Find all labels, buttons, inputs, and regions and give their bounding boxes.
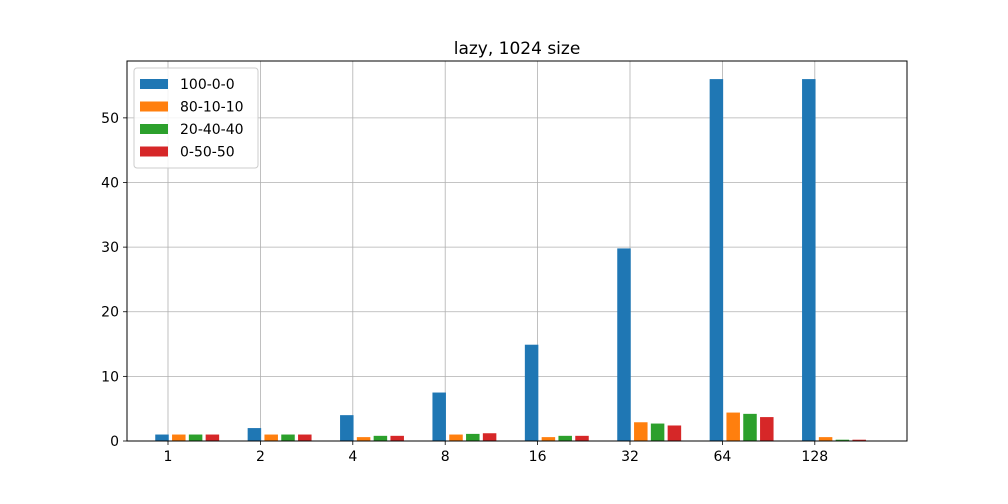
y-tick-label: 40 xyxy=(101,175,119,191)
bar xyxy=(575,435,589,441)
y-tick-label: 50 xyxy=(101,111,119,127)
legend-label: 80-10-10 xyxy=(180,100,244,116)
bar xyxy=(264,434,278,441)
bar xyxy=(802,79,816,441)
bar xyxy=(558,435,572,441)
x-tick-label: 64 xyxy=(713,449,731,465)
bar xyxy=(852,439,866,441)
bar xyxy=(667,425,682,441)
x-tick-label: 128 xyxy=(801,449,828,465)
legend-box xyxy=(133,67,259,169)
bar xyxy=(172,434,186,441)
bar xyxy=(155,434,169,441)
x-tick-label: 8 xyxy=(441,449,450,465)
x-tick-label: 2 xyxy=(256,449,265,465)
bar xyxy=(634,422,648,441)
bar xyxy=(449,434,463,441)
bar xyxy=(205,434,220,441)
legend-label: 100-0-0 xyxy=(180,77,235,93)
bar xyxy=(188,434,203,441)
bar xyxy=(340,415,354,441)
x-tick-label: 32 xyxy=(621,449,639,465)
bar xyxy=(373,435,388,441)
bar xyxy=(298,434,312,441)
x-tick-label: 16 xyxy=(529,449,547,465)
bar xyxy=(541,437,556,441)
y-tick-label: 20 xyxy=(101,305,119,321)
x-tick-label: 4 xyxy=(348,449,357,465)
bar xyxy=(709,79,724,441)
y-tick-label: 0 xyxy=(110,434,119,450)
chart-title: lazy, 1024 size xyxy=(454,39,581,59)
legend-label: 0-50-50 xyxy=(180,145,235,161)
bar xyxy=(617,248,631,441)
bar xyxy=(760,417,774,441)
bar xyxy=(524,344,539,441)
legend-swatch xyxy=(140,101,168,112)
x-tick-label: 1 xyxy=(164,449,173,465)
bar xyxy=(356,437,371,441)
bar xyxy=(482,433,497,441)
legend-swatch xyxy=(140,146,168,157)
legend-swatch xyxy=(140,124,168,134)
bar xyxy=(818,437,833,441)
y-tick-label: 10 xyxy=(101,369,119,385)
bars xyxy=(155,79,866,441)
legend: 100-0-0 80-10-10 20-40-40 0-50-50 xyxy=(133,67,259,169)
axis-ticks: 1 2 4 8 16 32 64 128 0 10 20 30 40 50 xyxy=(101,111,828,465)
bar xyxy=(466,433,480,441)
legend-label: 20-40-40 xyxy=(180,122,244,138)
bar xyxy=(390,435,404,441)
bar xyxy=(835,439,850,441)
plot-frame xyxy=(126,60,908,442)
y-tick-label: 30 xyxy=(101,240,119,256)
legend-swatch xyxy=(140,79,168,89)
bar xyxy=(247,428,262,441)
bar xyxy=(726,412,740,441)
bar xyxy=(432,392,446,441)
bar xyxy=(650,423,665,441)
bar xyxy=(281,434,295,441)
bar xyxy=(743,413,757,441)
